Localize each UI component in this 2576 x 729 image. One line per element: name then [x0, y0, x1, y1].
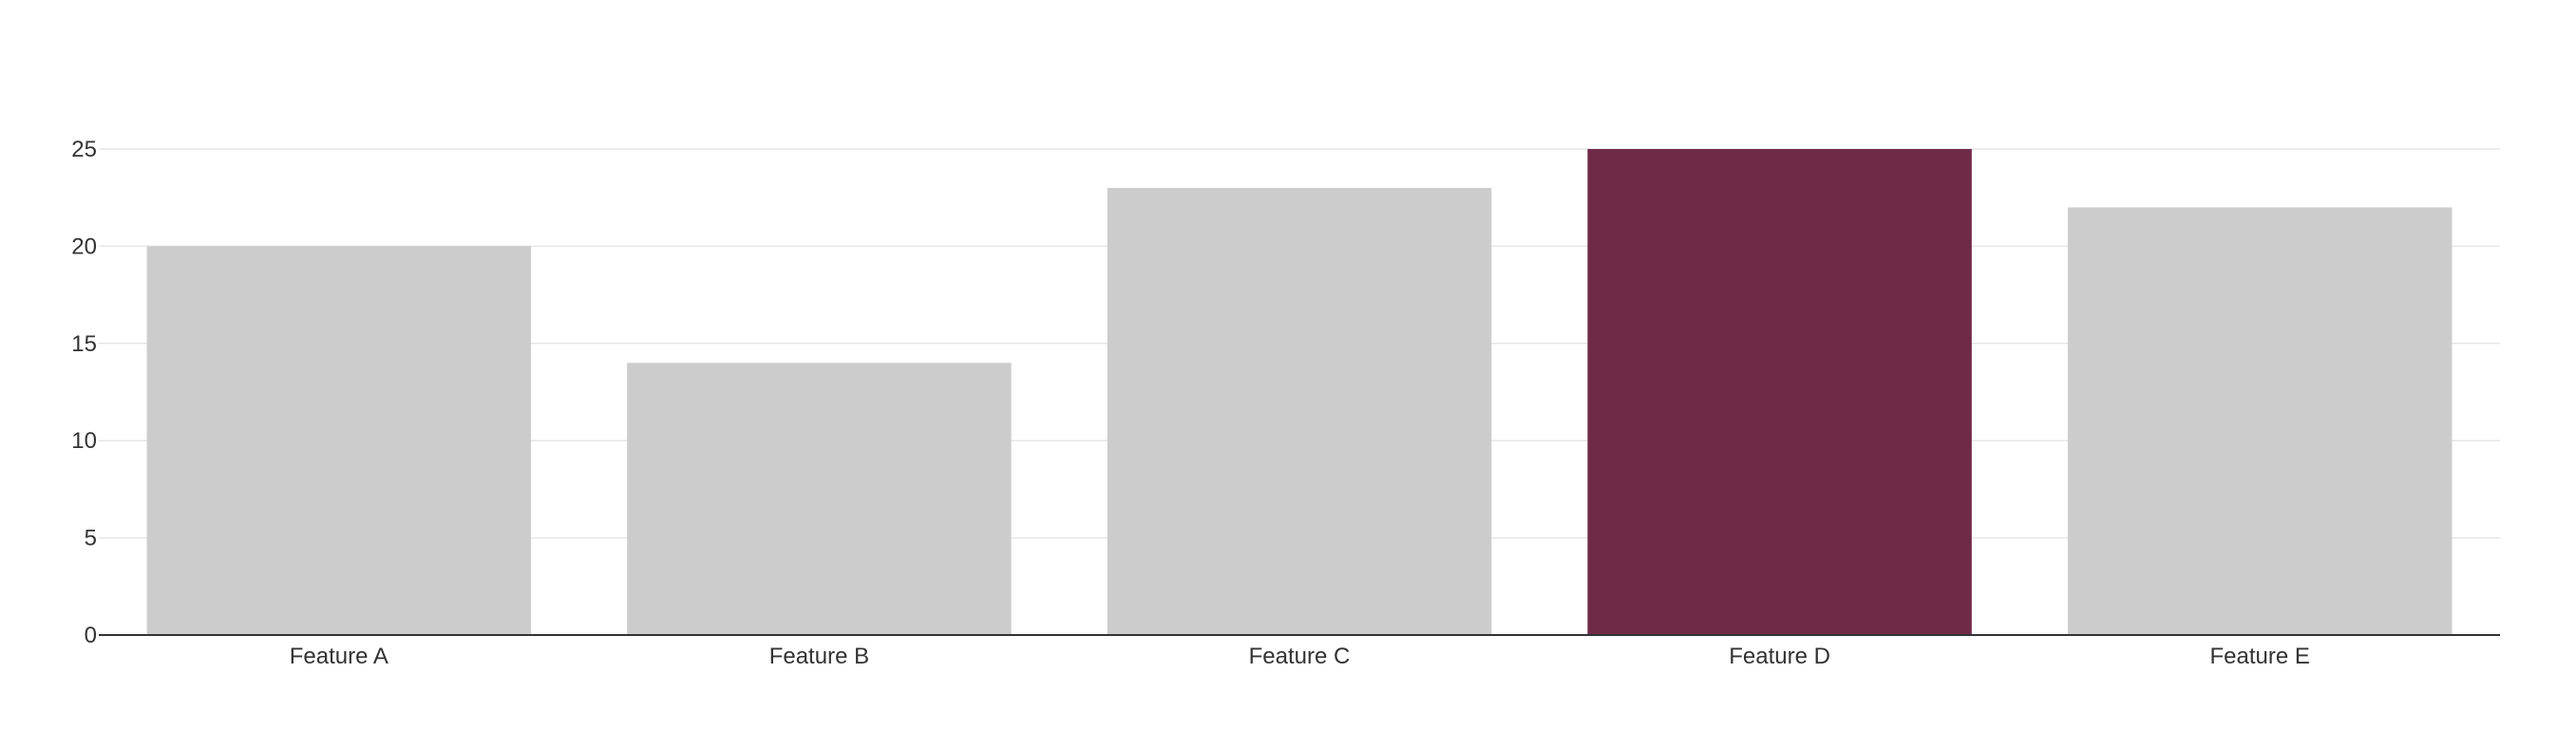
bar-feature-c — [1107, 187, 1492, 635]
y-tick-label: 15 — [71, 331, 97, 357]
x-tick-label: Feature D — [1729, 644, 1830, 669]
x-axis-ticks: Feature A Feature B Feature C Feature D Feat… — [290, 644, 2310, 669]
y-tick-label: 25 — [71, 137, 97, 162]
bar-feature-a — [146, 246, 532, 635]
y-tick-label: 5 — [85, 526, 97, 551]
y-tick-label: 10 — [71, 428, 97, 454]
x-tick-label: Feature B — [769, 644, 869, 669]
bar-feature-e — [2067, 207, 2453, 635]
bars — [146, 149, 2453, 635]
x-tick-label: Feature A — [290, 644, 388, 669]
y-tick-label: 20 — [71, 234, 97, 259]
y-axis-ticks: 0 5 10 15 20 25 — [71, 137, 97, 648]
x-tick-label: Feature C — [1249, 644, 1351, 669]
bar-feature-b — [627, 363, 1012, 635]
x-tick-label: Feature E — [2210, 644, 2310, 669]
y-tick-label: 0 — [85, 623, 97, 648]
bar-feature-d — [1587, 149, 1972, 635]
